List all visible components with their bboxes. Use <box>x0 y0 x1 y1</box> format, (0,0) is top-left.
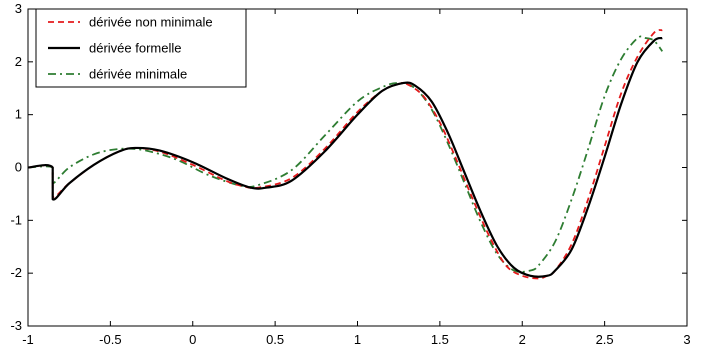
x-tick-label: -0.5 <box>99 332 121 347</box>
x-tick-label: -1 <box>22 332 34 347</box>
legend-label: dérivée non minimale <box>89 15 213 30</box>
x-tick-label: 1.5 <box>431 332 449 347</box>
legend: dérivée non minimale dérivée formelle déri… <box>35 8 247 88</box>
x-tick-label: 2.5 <box>596 332 614 347</box>
y-tick-label: 2 <box>15 54 22 69</box>
y-tick-label: 0 <box>15 160 22 175</box>
y-tick-label: 3 <box>15 1 22 16</box>
x-tick-label: 0 <box>189 332 196 347</box>
legend-label: dérivée formelle <box>89 41 182 56</box>
y-tick-label: -3 <box>10 318 22 333</box>
legend-label: dérivée minimale <box>89 67 187 82</box>
x-tick-label: 2 <box>519 332 526 347</box>
x-tick-label: 0.5 <box>266 332 284 347</box>
y-tick-label: -1 <box>10 212 22 227</box>
axes: -1 -0.5 0 0.5 1 1.5 2 2.5 3 -3 -2 -1 0 1 2 3 <box>10 1 690 347</box>
series-line-formal <box>27 36 663 278</box>
series-line-minimal <box>27 35 664 273</box>
series-lines <box>27 29 664 280</box>
x-tick-label: 3 <box>683 332 690 347</box>
y-tick-label: 1 <box>15 107 22 122</box>
y-tick-label: -2 <box>10 265 22 280</box>
x-tick-label: 1 <box>354 332 361 347</box>
